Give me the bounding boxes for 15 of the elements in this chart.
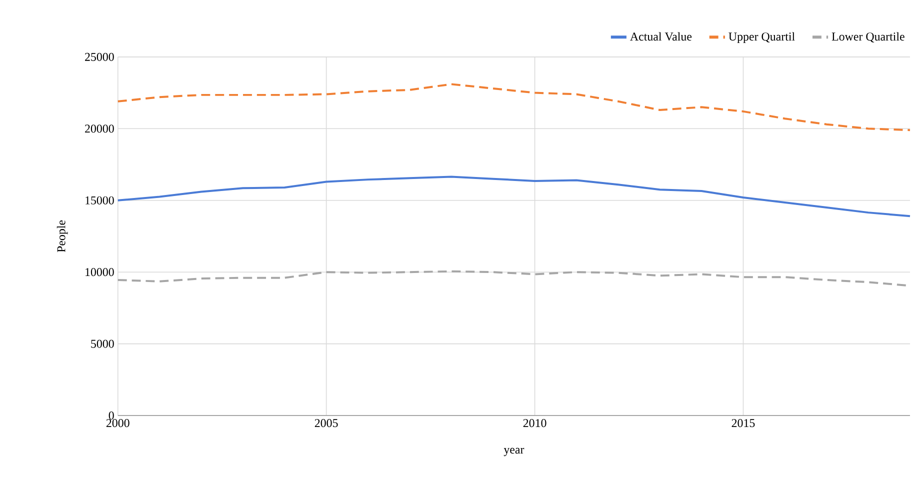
- x-tick-label: 2010: [523, 418, 546, 427]
- legend-label: Actual Value: [630, 32, 692, 40]
- y-tick-label: 5000: [91, 340, 114, 348]
- x-axis-title: year: [504, 448, 524, 456]
- y-tick-label: 25000: [85, 52, 114, 61]
- y-tick-label: 20000: [85, 124, 114, 132]
- legend-label: Lower Quartile: [832, 32, 904, 42]
- x-tick-label: 2015: [732, 418, 755, 427]
- x-tick-label: 2005: [314, 418, 338, 427]
- y-tick-label: 15000: [86, 196, 114, 204]
- legend-label: Upper Quartil: [728, 32, 795, 43]
- y-tick-label: 0: [108, 411, 114, 420]
- y-axis-title: People: [56, 220, 68, 252]
- y-tick-label: 10000: [86, 268, 114, 276]
- x-tick-label: 2000: [106, 418, 130, 427]
